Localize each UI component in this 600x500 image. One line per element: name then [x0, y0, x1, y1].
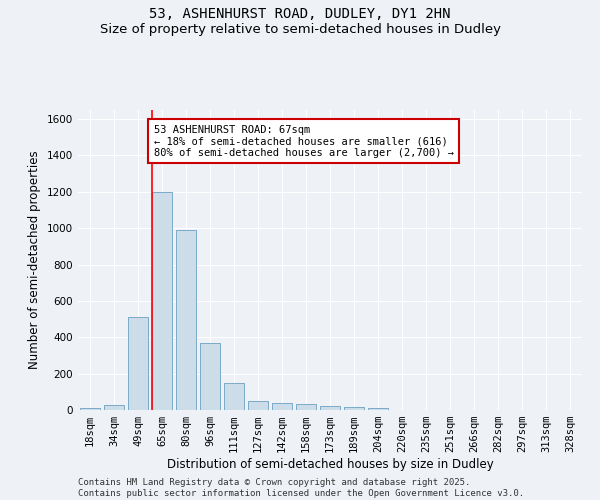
Bar — [272, 403, 292, 410]
Text: Contains HM Land Registry data © Crown copyright and database right 2025.
Contai: Contains HM Land Registry data © Crown c… — [78, 478, 524, 498]
Bar — [176, 230, 196, 410]
Bar — [80, 408, 100, 410]
Bar — [200, 342, 220, 410]
Bar — [224, 383, 244, 410]
Bar — [248, 400, 268, 410]
Bar — [344, 407, 364, 410]
Bar — [152, 192, 172, 410]
Bar — [296, 404, 316, 410]
Y-axis label: Number of semi-detached properties: Number of semi-detached properties — [28, 150, 41, 370]
Bar — [128, 318, 148, 410]
Bar — [368, 408, 388, 410]
Text: 53 ASHENHURST ROAD: 67sqm
← 18% of semi-detached houses are smaller (616)
80% of: 53 ASHENHURST ROAD: 67sqm ← 18% of semi-… — [154, 124, 454, 158]
Bar — [320, 406, 340, 410]
Bar — [104, 406, 124, 410]
X-axis label: Distribution of semi-detached houses by size in Dudley: Distribution of semi-detached houses by … — [167, 458, 493, 471]
Text: 53, ASHENHURST ROAD, DUDLEY, DY1 2HN: 53, ASHENHURST ROAD, DUDLEY, DY1 2HN — [149, 8, 451, 22]
Text: Size of property relative to semi-detached houses in Dudley: Size of property relative to semi-detach… — [100, 22, 500, 36]
